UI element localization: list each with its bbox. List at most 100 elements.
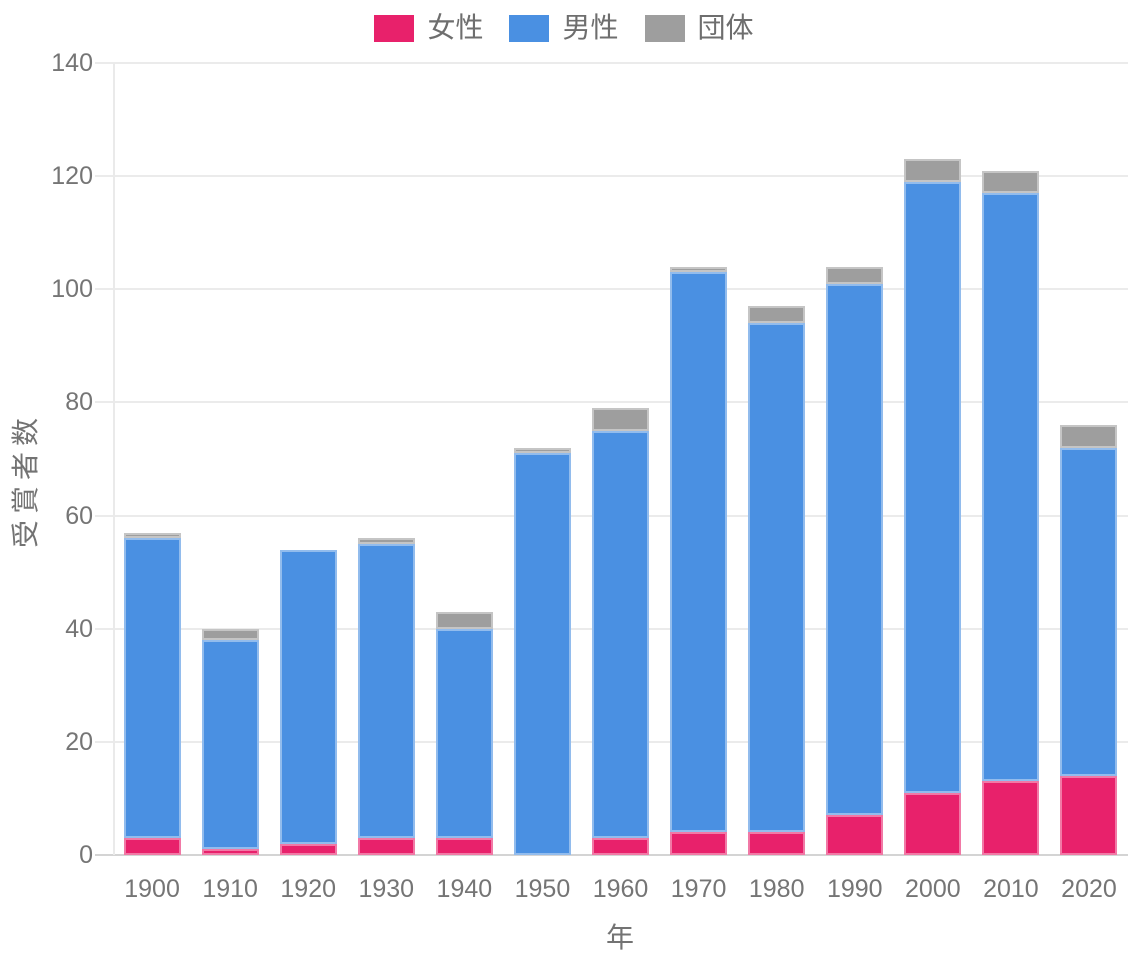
x-tick-label-1920: 1920 [280, 875, 337, 903]
bar-group-1910: 1910 [191, 63, 269, 903]
bars: 1900 1910 1920 1930 1940 1950 1960 1970 1980 1990… [113, 63, 1128, 903]
bar-segment-female-2000 [904, 792, 962, 855]
y-tick-label-80: 80 [65, 388, 93, 417]
x-tick-label-2020: 2020 [1061, 875, 1117, 903]
x-tick-label-1940: 1940 [436, 875, 493, 903]
bar-group-1930: 1930 [347, 63, 425, 903]
x-tick-label-1990: 1990 [826, 875, 883, 903]
stacked-bar-1920 [279, 63, 337, 855]
bar-group-1940: 1940 [425, 63, 503, 903]
plot-area: 1900 1910 1920 1930 1940 1950 1960 1970 1980 1990… [95, 62, 1128, 903]
bar-segment-organization-1930 [357, 538, 415, 544]
bar-segment-female-2010 [982, 781, 1040, 855]
bar-segment-organization-2020 [1060, 425, 1118, 448]
bar-segment-female-1980 [748, 832, 806, 855]
legend-label-female: 女性 [427, 12, 484, 43]
bar-segment-female-1990 [826, 815, 884, 855]
bar-group-1920: 1920 [269, 63, 347, 903]
bar-segment-organization-2010 [982, 170, 1040, 194]
legend: 女性 男性 団体 [0, 14, 1128, 42]
bar-group-1970: 1970 [660, 63, 738, 903]
bar-segment-male-1930 [357, 543, 415, 839]
y-tick-label-60: 60 [65, 501, 93, 530]
y-tick-label-20: 20 [65, 727, 93, 756]
bar-segment-female-1970 [670, 832, 728, 855]
bar-segment-male-1970 [670, 272, 728, 833]
bar-segment-male-1960 [592, 430, 649, 839]
y-tick-label-120: 120 [51, 162, 93, 191]
bar-segment-male-1940 [435, 628, 493, 839]
bar-group-2000: 2000 [894, 63, 972, 903]
y-axis-line [113, 63, 115, 855]
x-tick-label-2000: 2000 [905, 875, 961, 903]
y-tick-label-0: 0 [79, 841, 93, 869]
x-tick-label-1910: 1910 [202, 875, 258, 903]
bar-group-1980: 1980 [738, 63, 816, 903]
stacked-bar-1960 [592, 63, 649, 855]
bar-segment-organization-1950 [513, 447, 571, 454]
bar-group-2020: 2020 [1050, 63, 1128, 903]
legend-label-organization: 団体 [697, 12, 754, 43]
legend-item-female[interactable]: 女性 [374, 14, 483, 42]
bar-segment-male-2020 [1060, 447, 1118, 776]
stacked-bar-2020 [1060, 63, 1118, 855]
bar-group-1950: 1950 [503, 63, 581, 903]
male-swatch-icon [509, 14, 550, 42]
bar-segment-male-1920 [279, 549, 337, 844]
stacked-bar-2000 [904, 63, 962, 855]
bar-segment-male-2000 [904, 181, 962, 793]
stacked-bar-1970 [670, 63, 728, 855]
bar-segment-organization-1900 [123, 532, 181, 539]
bar-group-1990: 1990 [816, 63, 894, 903]
y-tick-label-140: 140 [51, 49, 93, 77]
stacked-bar-1930 [357, 63, 415, 855]
stacked-bar-1990 [826, 63, 884, 855]
stacked-bar-1900 [123, 63, 181, 855]
stacked-bar-2010 [982, 63, 1040, 855]
stacked-bar-1980 [748, 63, 806, 855]
stacked-bar-1940 [435, 63, 493, 855]
bar-segment-female-1960 [592, 838, 649, 855]
bar-segment-male-2010 [982, 193, 1040, 782]
bar-segment-organization-1990 [826, 266, 884, 284]
bar-segment-female-1910 [201, 849, 259, 855]
bar-segment-organization-1910 [201, 628, 259, 641]
x-tick-label-1900: 1900 [124, 875, 180, 903]
gridline-80 [95, 401, 1128, 404]
bar-group-1900: 1900 [113, 63, 191, 903]
x-tick-label-2010: 2010 [983, 875, 1039, 903]
bar-segment-male-1980 [748, 323, 806, 833]
stacked-bar-1910 [201, 63, 259, 855]
gridline-120 [95, 175, 1128, 178]
legend-label-male: 男性 [562, 12, 619, 43]
female-swatch-icon [374, 14, 415, 42]
bar-segment-organization-1960 [592, 408, 649, 431]
x-tick-label-1960: 1960 [592, 875, 649, 903]
bar-segment-female-1920 [279, 843, 337, 855]
gridline-140 [95, 62, 1128, 64]
bar-group-1960: 1960 [581, 63, 659, 903]
bar-segment-male-1900 [123, 538, 181, 839]
bar-segment-male-1950 [513, 453, 571, 855]
bar-segment-organization-2000 [904, 159, 962, 182]
bar-segment-female-1940 [435, 838, 493, 855]
x-axis-title: 年 [605, 922, 635, 953]
bar-segment-male-1990 [826, 283, 884, 816]
gridline-100 [95, 288, 1128, 291]
y-tick-label-40: 40 [65, 614, 93, 643]
y-axis-labels: 0 20 40 60 80 100 120 140 [0, 49, 93, 869]
y-tick-label-100: 100 [51, 275, 93, 304]
bar-segment-female-1930 [357, 838, 415, 855]
bar-segment-organization-1980 [748, 306, 806, 324]
bar-group-2010: 2010 [972, 63, 1050, 903]
legend-item-male[interactable]: 男性 [509, 12, 619, 43]
gridline-0 [95, 854, 1128, 856]
organization-swatch-icon [644, 14, 685, 42]
x-tick-label-1930: 1930 [358, 875, 415, 903]
x-tick-label-1950: 1950 [514, 875, 571, 903]
bar-segment-female-2020 [1060, 775, 1118, 855]
legend-item-organization[interactable]: 団体 [644, 12, 754, 43]
bar-segment-female-1900 [123, 838, 181, 855]
stacked-bar-1950 [513, 63, 571, 855]
